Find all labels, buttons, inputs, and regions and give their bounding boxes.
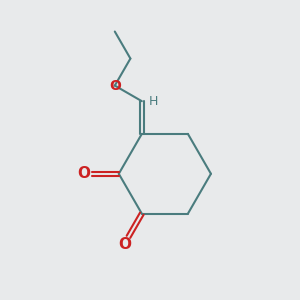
- Text: O: O: [77, 166, 90, 181]
- Text: O: O: [118, 236, 131, 251]
- Text: O: O: [109, 79, 121, 93]
- Text: H: H: [148, 95, 158, 108]
